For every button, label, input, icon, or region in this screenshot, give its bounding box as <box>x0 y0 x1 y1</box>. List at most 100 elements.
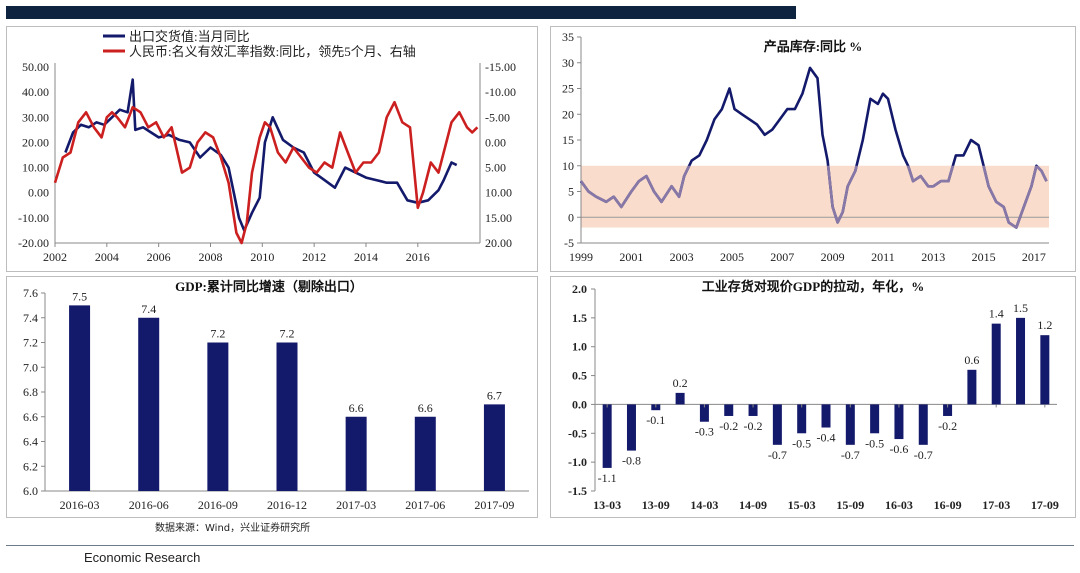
y-left-tick-label: 50.00 <box>22 60 49 74</box>
y-tick-label: 7.0 <box>23 360 38 374</box>
x-tick-label: 2016-09 <box>198 498 238 512</box>
x-tick-label: 2016-06 <box>129 498 169 512</box>
bar <box>991 323 1001 405</box>
x-tick-label: 15-03 <box>788 498 816 512</box>
y-tick-label: 2.0 <box>572 282 587 296</box>
y-tick-label: 25 <box>562 82 574 96</box>
y-tick-label: -1.5 <box>568 484 587 498</box>
y-tick-label: 5 <box>568 185 574 199</box>
x-tick-label: 2009 <box>821 250 845 264</box>
y-right-tick-label: 0.00 <box>485 135 506 149</box>
data-label: -0.1 <box>646 413 665 427</box>
x-tick-label: 14-09 <box>739 498 767 512</box>
x-tick-label: 15-09 <box>836 498 864 512</box>
data-label: -0.3 <box>695 425 714 439</box>
y-tick-label: 7.6 <box>23 286 38 300</box>
y-tick-label: 6.0 <box>23 484 38 498</box>
bar <box>748 404 758 416</box>
x-tick-label: 2011 <box>871 250 895 264</box>
y-right-tick-label: 15.00 <box>485 211 512 225</box>
y-left-tick-label: 0.00 <box>28 186 49 200</box>
gdp-bar-chart-panel: 7.6 7.4 7.2 7.0 6.8 6.6 6.4 6.2 6.0 7.5 2016-03 7.4… <box>6 276 538 518</box>
y-tick-label: 6.2 <box>23 459 38 473</box>
chart-title: GDP:累计同比增速（剔除出口） <box>175 279 363 294</box>
y-left-tick-label: -10.00 <box>18 211 49 225</box>
x-tick-label: 17-09 <box>1031 498 1059 512</box>
y-tick-label: 10 <box>562 159 574 173</box>
data-label: 7.2 <box>210 327 225 341</box>
y-right-tick-label: -5.00 <box>485 110 510 124</box>
y-tick-label: 6.8 <box>23 385 38 399</box>
y-tick-label: 15 <box>562 133 574 147</box>
x-tick-label: 2007 <box>770 250 794 264</box>
y-tick-label: 0 <box>568 210 574 224</box>
x-tick-label: 2012 <box>302 250 326 264</box>
x-tick-label: 2004 <box>95 250 119 264</box>
data-label: -0.2 <box>719 419 738 433</box>
y-tick-label: 6.6 <box>23 410 38 424</box>
x-tick-label: 2017-03 <box>336 498 376 512</box>
inventory-contribution-chart: 2.0 1.5 1.0 0.5 0.0 -0.5 -1.0 -1.5 -1.1 -0.8 -0.1 0… <box>568 279 1059 512</box>
series-line-in-band <box>581 165 1048 229</box>
data-label: -0.5 <box>792 436 811 450</box>
data-label: 6.7 <box>487 388 502 402</box>
inventory-chart-panel: 35 30 25 20 15 10 5 0 -5 1999 2001 2003 2005 2007 2009… <box>550 26 1076 272</box>
x-tick-label: 2013 <box>921 250 945 264</box>
y-tick-label: 1.5 <box>572 311 587 325</box>
x-tick-label: 16-09 <box>934 498 962 512</box>
bar <box>345 416 367 491</box>
y-right-tick-label: 20.00 <box>485 236 512 250</box>
y-left-tick-label: 40.00 <box>22 85 49 99</box>
footer-divider <box>6 545 1074 546</box>
data-label: 1.2 <box>1037 318 1052 332</box>
x-tick-label: 2016-03 <box>60 498 100 512</box>
legend-label: 出口交货值:当月同比 <box>129 29 250 44</box>
bar <box>675 392 685 405</box>
data-label: -0.2 <box>938 419 957 433</box>
data-label: -1.1 <box>598 471 617 485</box>
x-tick-label: 13-09 <box>642 498 670 512</box>
x-tick-label: 2017-06 <box>405 498 445 512</box>
x-tick-label: 2017 <box>1022 250 1046 264</box>
data-label: 0.6 <box>964 353 979 367</box>
y-left-tick-label: 20.00 <box>22 135 49 149</box>
y-left-tick-label: 10.00 <box>22 161 49 175</box>
x-tick-label: 2016 <box>406 250 430 264</box>
data-label: 1.5 <box>1013 301 1028 315</box>
bar <box>276 342 298 491</box>
shaded-band <box>581 165 1049 228</box>
data-label: -0.8 <box>622 454 641 468</box>
bar <box>772 404 782 445</box>
y-tick-label: 0.0 <box>572 397 587 411</box>
y-right-tick-label: -15.00 <box>485 60 516 74</box>
x-tick-label: 2006 <box>147 250 171 264</box>
x-tick-label: 13-03 <box>593 498 621 512</box>
data-label: 0.2 <box>673 376 688 390</box>
bar <box>1016 317 1026 405</box>
x-tick-label: 2010 <box>250 250 274 264</box>
data-label: 7.4 <box>141 302 156 316</box>
export-vs-rmb-chart-panel: 50.00 40.00 30.00 20.00 10.00 0.00 -10.00 -20.0… <box>6 26 538 272</box>
x-tick-label: 2003 <box>670 250 694 264</box>
export-vs-rmb-chart: 50.00 40.00 30.00 20.00 10.00 0.00 -10.00 -20.0… <box>18 29 516 264</box>
legend-label: 人民币:名义有效汇率指数:同比，领先5个月、右轴 <box>129 44 416 59</box>
y-left-tick-label: 30.00 <box>22 110 49 124</box>
x-tick-label: 2005 <box>720 250 744 264</box>
series-line-2 <box>53 100 479 245</box>
bar <box>699 404 709 422</box>
y-tick-label: 20 <box>562 107 574 121</box>
y-tick-label: -1.0 <box>568 455 587 469</box>
chart-title: 产品库存:同比 % <box>764 39 863 54</box>
bar <box>894 404 904 440</box>
bar <box>797 404 807 434</box>
y-tick-label: 1.0 <box>572 340 587 354</box>
y-tick-label: 35 <box>562 30 574 44</box>
x-tick-label: 17-03 <box>982 498 1010 512</box>
data-label: 7.5 <box>72 289 87 303</box>
x-tick-label: 2017-09 <box>474 498 514 512</box>
bar <box>207 342 229 491</box>
chart-title: 工业存货对现价GDP的拉动，年化，% <box>702 279 924 294</box>
bar <box>602 404 612 468</box>
inventory-contribution-chart-panel: 2.0 1.5 1.0 0.5 0.0 -0.5 -1.0 -1.5 -1.1 -0.8 -0.1 0… <box>550 276 1076 518</box>
